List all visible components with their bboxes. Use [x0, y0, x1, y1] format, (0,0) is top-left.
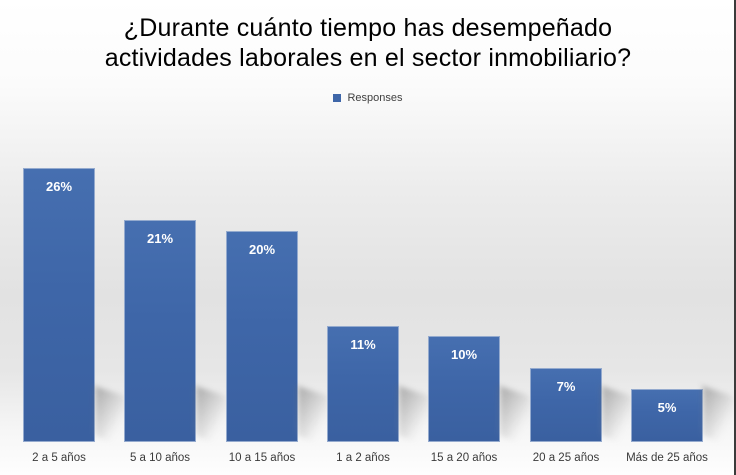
plot-area: 26% 21% 20% 11% 10% 7% 5%	[0, 110, 734, 475]
chart-title-line2: actividades laborales en el sector inmob…	[104, 44, 632, 72]
bar-mas-de-25-anos: 5%	[631, 389, 703, 442]
x-axis-label: 20 a 25 años	[532, 452, 600, 464]
bar-1-a-2-anos: 11%	[327, 326, 399, 442]
bar-value-label: 11%	[350, 337, 376, 352]
legend-label: Responses	[347, 92, 403, 104]
bar-value-label: 21%	[146, 231, 174, 246]
chart-title-line1: ¿Durante cuánto tiempo has desempeñado	[123, 14, 613, 42]
x-axis-label: Más de 25 años	[626, 452, 708, 464]
bar-20-a-25-anos: 7%	[530, 368, 602, 442]
x-axis-label: 10 a 15 años	[228, 452, 296, 464]
bar-2-a-5-anos: 26%	[23, 168, 95, 442]
x-axis-label: 1 a 2 años	[336, 452, 390, 464]
bar-value-label: 7%	[556, 379, 576, 394]
chart-title: ¿Durante cuánto tiempo has desempeñado a…	[0, 13, 734, 73]
bar-value-label: 10%	[450, 347, 478, 362]
legend: Responses	[0, 91, 734, 105]
x-axis-label: 2 a 5 años	[32, 452, 86, 464]
bar-10-a-15-anos: 20%	[226, 231, 298, 442]
bar-5-a-10-anos: 21%	[124, 220, 196, 442]
x-axis-label: 15 a 20 años	[430, 452, 498, 464]
legend-swatch-icon	[333, 94, 342, 102]
bar-value-label: 20%	[248, 242, 276, 257]
x-axis-label: 5 a 10 años	[129, 452, 191, 464]
bar-value-label: 26%	[45, 179, 73, 194]
bar-value-label: 5%	[657, 400, 677, 415]
bar-15-a-20-anos: 10%	[428, 336, 500, 442]
